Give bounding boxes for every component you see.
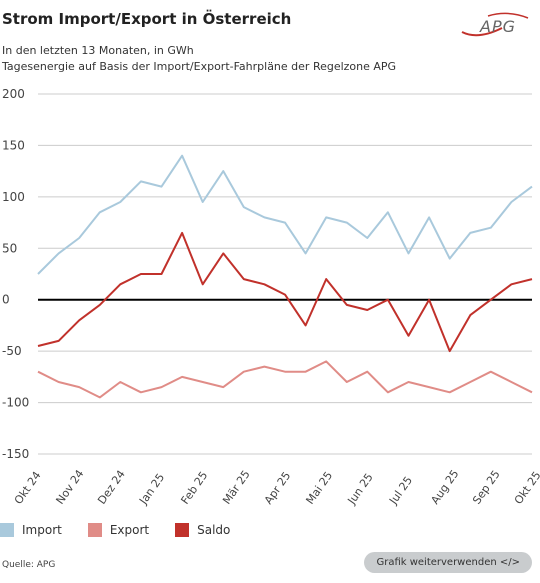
legend-label-saldo: Saldo [197, 523, 231, 537]
line-chart: -150 -100 -50 0 50 100 150 200 Okt 24 Nov 24 Dez 2… [2, 87, 540, 508]
x-tick-label: Jun 25 [345, 471, 376, 508]
x-tick-label: Feb 25 [178, 469, 210, 507]
x-tick-label: Nov 24 [53, 467, 86, 506]
y-tick-label: 50 [2, 241, 17, 255]
x-tick-label: Okt 24 [12, 469, 44, 507]
y-tick-label: 0 [2, 293, 10, 307]
y-tick-label: -150 [2, 447, 29, 461]
x-tick-label: Mai 25 [303, 469, 335, 507]
y-tick-label: 150 [2, 138, 25, 152]
legend-swatch-import [0, 523, 14, 537]
x-tick-label: Mär 25 [220, 468, 253, 507]
y-tick-label: -100 [2, 396, 29, 410]
import-line [37, 154, 533, 275]
x-tick-label: Sep 25 [470, 468, 503, 507]
saldo-line [37, 231, 533, 353]
x-tick-label: Jan 25 [136, 471, 167, 507]
legend-label-export: Export [109, 523, 150, 537]
x-tick-label: Aug 25 [428, 467, 461, 506]
legend: Import Export Saldo [0, 523, 230, 537]
legend-label-import: Import [22, 523, 62, 537]
svg-text:APG: APG [479, 17, 516, 36]
x-tick-label: Okt 25 [512, 469, 540, 507]
y-tick-label: -50 [2, 344, 22, 358]
apg-logo: APG [461, 12, 529, 37]
export-line [37, 360, 533, 399]
x-tick-label: Dez 24 [95, 468, 128, 507]
legend-swatch-export [87, 523, 102, 537]
reuse-graphic-button[interactable]: Grafik weiterverwenden </> [364, 552, 532, 573]
x-tick-label: Jul 25 [386, 474, 415, 507]
chart-description: Tagesenergie auf Basis der Import/Export… [2, 60, 397, 73]
legend-item-import[interactable]: Import [0, 523, 62, 537]
chart-subtitle: In den letzten 13 Monaten, in GWh [2, 44, 194, 57]
legend-item-export[interactable]: Export [87, 523, 150, 537]
x-tick-label: Apr 25 [262, 469, 294, 506]
legend-item-saldo[interactable]: Saldo [175, 523, 230, 537]
source-note: Quelle: APG [2, 560, 56, 570]
legend-swatch-saldo [175, 523, 190, 537]
page-title: Strom Import/Export in Österreich [2, 10, 292, 28]
y-tick-label: 200 [2, 87, 25, 101]
y-tick-label: 100 [2, 190, 25, 204]
